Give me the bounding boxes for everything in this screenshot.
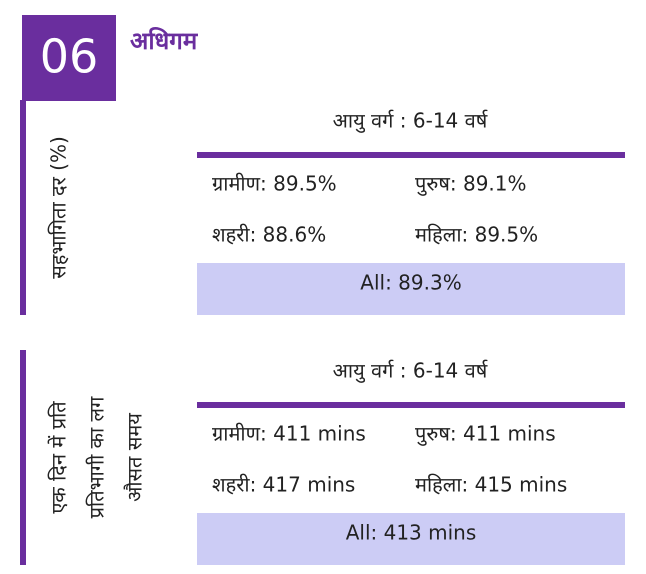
number-box bbox=[22, 15, 116, 101]
section-number: 06 bbox=[40, 30, 99, 84]
side-bar bbox=[20, 350, 26, 565]
side-label: एक दिन में प्रति bbox=[47, 401, 71, 514]
stat-cell: महिला: 415 mins bbox=[415, 473, 567, 497]
total-box bbox=[197, 513, 625, 565]
side-label: सहभागिता दर (%) bbox=[47, 136, 71, 279]
stat-cell: पुरुष: 89.1% bbox=[415, 172, 527, 197]
total: All: 89.3% bbox=[360, 271, 461, 295]
age-group: आयु वर्ग : 6-14 वर्ष bbox=[333, 109, 489, 134]
page-title: अधिगम bbox=[130, 27, 199, 55]
side-label: प्रतिभागी का लग bbox=[85, 396, 109, 518]
stat-cell: महिला: 89.5% bbox=[415, 223, 538, 247]
total-box bbox=[197, 263, 625, 315]
side-label: औसत समय bbox=[123, 413, 147, 502]
stat-cell: ग्रामीण: 411 mins bbox=[212, 422, 366, 446]
total: All: 413 mins bbox=[346, 521, 477, 545]
side-bar bbox=[20, 100, 26, 315]
stat-cell: शहरी: 417 mins bbox=[212, 473, 355, 497]
stat-cell: पुरुष: 411 mins bbox=[415, 422, 556, 447]
divider bbox=[197, 152, 625, 158]
age-group: आयु वर्ग : 6-14 वर्ष bbox=[333, 359, 489, 384]
stat-cell: ग्रामीण: 89.5% bbox=[212, 172, 337, 196]
divider bbox=[197, 402, 625, 408]
stat-cell: शहरी: 88.6% bbox=[212, 223, 326, 247]
